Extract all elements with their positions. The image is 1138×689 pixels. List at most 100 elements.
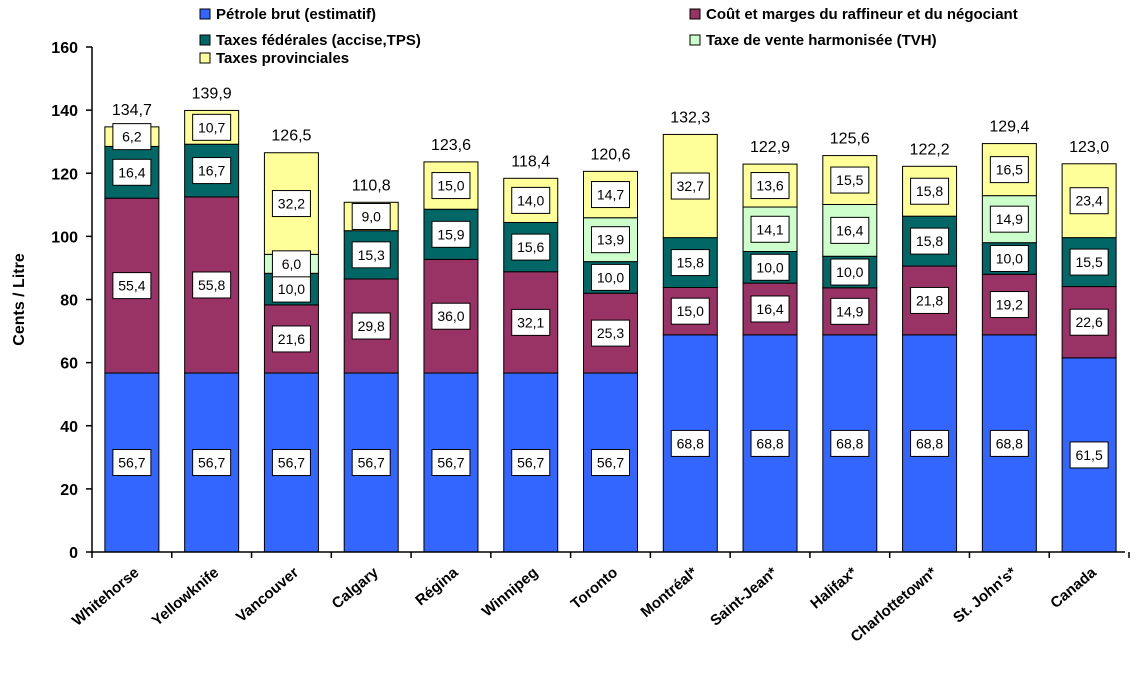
bar-total-label: 139,9 xyxy=(192,85,232,102)
data-label: 10,0 xyxy=(597,269,624,285)
data-label-box xyxy=(750,429,790,457)
data-label: 14,9 xyxy=(836,303,863,319)
data-label: 56,7 xyxy=(437,455,464,471)
data-label-box xyxy=(112,123,152,151)
data-label: 21,6 xyxy=(278,331,305,347)
data-label: 25,3 xyxy=(597,325,624,341)
data-label: 10,0 xyxy=(836,264,863,280)
bar-group: 56,7 25,3 10,0 13,9 14,7 120,6 xyxy=(583,146,638,553)
x-tick-label: Halifax* xyxy=(807,564,860,612)
data-label-box xyxy=(830,216,870,244)
x-tick-label: Vancouver xyxy=(233,564,302,626)
bar-total-label: 132,3 xyxy=(670,109,710,126)
data-label-box xyxy=(511,449,551,477)
data-label-box xyxy=(910,429,950,457)
data-label-box xyxy=(591,449,630,477)
bar-group: 56,7 21,6 10,0 6,0 32,2 126,5 xyxy=(263,128,319,553)
data-label-box xyxy=(591,319,630,347)
data-label: 16,4 xyxy=(836,222,863,238)
data-label: 56,7 xyxy=(198,455,225,471)
data-label-box xyxy=(112,272,152,300)
data-label: 68,8 xyxy=(836,435,863,451)
data-label: 68,8 xyxy=(916,435,943,451)
data-label: 6,2 xyxy=(122,129,142,145)
data-label-box xyxy=(750,253,790,281)
bar-group: 68,8 15,0 15,8 32,7 132,3 xyxy=(662,109,718,553)
data-label: 10,0 xyxy=(996,250,1023,266)
legend-label: Taxe de vente harmonisée (TVH) xyxy=(706,32,937,49)
x-tick-label: Whitehorse xyxy=(69,564,143,630)
data-label-box xyxy=(271,325,311,353)
data-label-box xyxy=(1069,441,1109,469)
data-label: 21,8 xyxy=(916,292,943,308)
y-axis: 0 20 40 60 80 100 120 140 160 xyxy=(51,40,93,562)
data-label: 55,8 xyxy=(198,277,225,293)
data-label-box xyxy=(989,291,1029,319)
bar-group: 56,7 32,1 15,6 14,0 118,4 xyxy=(503,153,559,553)
data-label: 16,4 xyxy=(756,301,783,317)
x-tick-label: Toronto xyxy=(568,564,621,613)
data-label: 16,4 xyxy=(118,164,145,180)
data-label-box xyxy=(670,172,710,200)
bar-group: 61,5 22,6 15,5 23,4 123,0 xyxy=(1061,139,1117,553)
data-label: 61,5 xyxy=(1075,447,1102,463)
data-label-box xyxy=(989,429,1029,457)
data-label-box xyxy=(431,220,471,248)
data-label: 14,9 xyxy=(996,211,1023,227)
data-label-box xyxy=(1069,187,1109,215)
data-label-box xyxy=(591,181,630,209)
data-label: 6,0 xyxy=(282,256,302,272)
bar-group: 56,7 55,8 16,7 10,7 139,9 xyxy=(184,85,240,553)
x-tick-label: Saint-Jean* xyxy=(707,564,781,630)
data-label: 15,5 xyxy=(1075,254,1102,270)
data-label: 68,8 xyxy=(756,435,783,451)
y-tick-label: 80 xyxy=(60,293,78,310)
bar-total-label: 122,9 xyxy=(750,139,790,156)
data-label: 13,6 xyxy=(756,178,783,194)
data-label: 15,0 xyxy=(437,178,464,194)
legend-item: Taxes fédérales (accise,TPS) xyxy=(199,32,421,49)
data-label-box xyxy=(192,271,232,299)
data-label-box xyxy=(830,166,870,194)
data-label-box xyxy=(271,190,311,218)
data-label: 10,0 xyxy=(278,281,305,297)
data-label: 36,0 xyxy=(437,308,464,324)
data-label-box xyxy=(351,449,391,477)
data-label: 15,9 xyxy=(437,226,464,242)
data-label: 29,8 xyxy=(358,318,385,334)
data-label: 56,7 xyxy=(517,455,544,471)
bar-total-label: 134,7 xyxy=(112,102,152,119)
data-label-box xyxy=(511,186,551,214)
data-label: 15,8 xyxy=(916,183,943,199)
data-label-box xyxy=(910,177,950,205)
data-label: 32,2 xyxy=(278,196,305,212)
bar-group: 68,8 14,9 10,0 16,4 15,5 125,6 xyxy=(822,131,878,553)
data-label-box xyxy=(192,113,232,141)
data-label: 14,1 xyxy=(756,221,783,237)
x-tick-label: Régina xyxy=(412,564,462,610)
data-label-box xyxy=(670,297,710,325)
data-label: 10,0 xyxy=(756,259,783,275)
y-tick-label: 140 xyxy=(51,103,78,120)
data-label-box xyxy=(989,244,1029,272)
data-label: 13,9 xyxy=(597,232,624,248)
data-label-box xyxy=(192,449,232,477)
bar-total-label: 118,4 xyxy=(511,153,550,170)
data-label: 56,7 xyxy=(358,455,385,471)
data-label-box xyxy=(670,429,710,457)
data-label: 19,2 xyxy=(996,297,1023,313)
bar-total-label: 126,5 xyxy=(271,128,311,145)
y-tick-label: 120 xyxy=(51,166,78,183)
legend-label: Coût et marges du raffineur et du négoci… xyxy=(706,6,1018,23)
bar-group: 68,8 16,4 10,0 14,1 13,6 122,9 xyxy=(742,139,798,553)
data-label-box xyxy=(1069,308,1109,336)
data-label-box xyxy=(591,263,630,291)
data-label-box xyxy=(750,295,790,323)
data-label: 15,8 xyxy=(916,233,943,249)
data-label-box xyxy=(989,156,1029,184)
data-label: 32,1 xyxy=(517,314,544,330)
data-label-box xyxy=(750,172,790,200)
data-label: 32,7 xyxy=(677,178,704,194)
bar-total-label: 123,6 xyxy=(431,137,471,154)
